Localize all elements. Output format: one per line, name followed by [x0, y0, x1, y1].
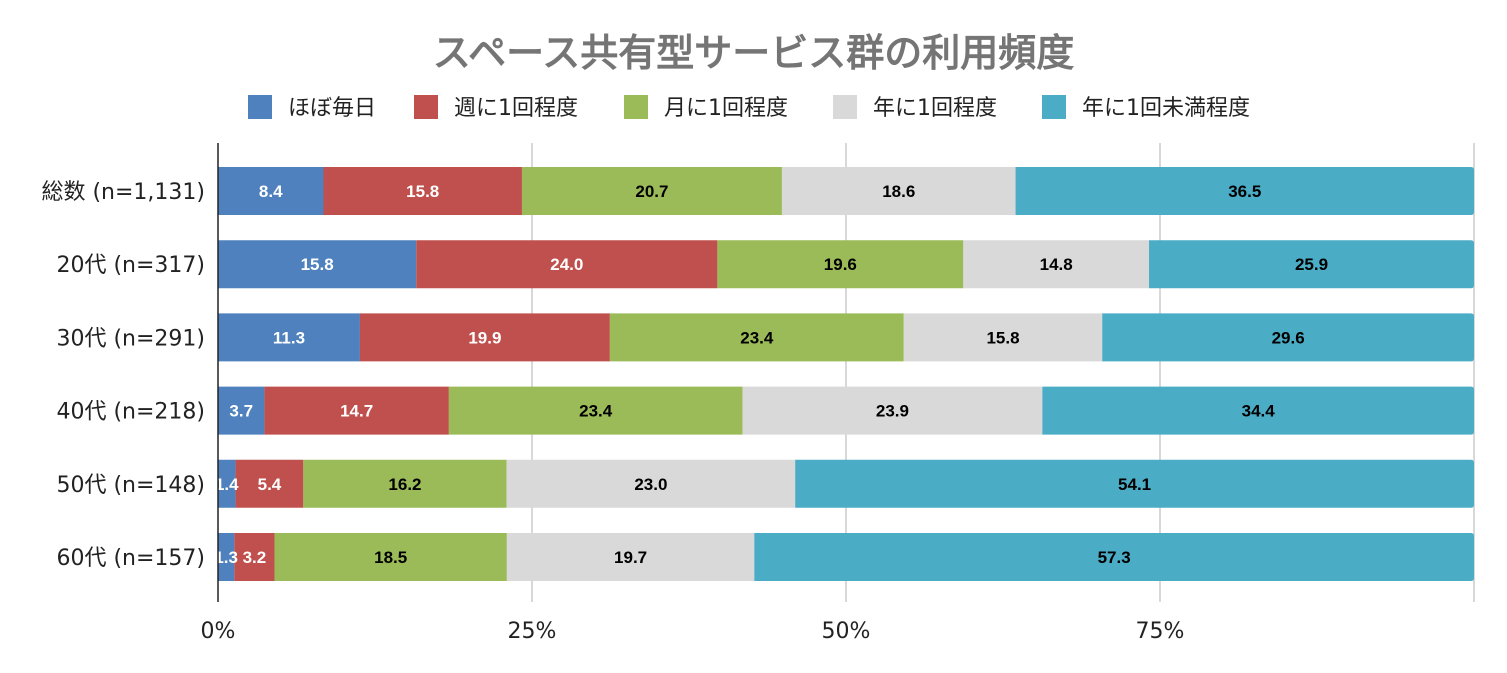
legend-swatch	[833, 95, 857, 119]
data-label: 18.5	[374, 548, 407, 567]
data-label: 5.4	[258, 475, 282, 494]
bar-segment	[506, 533, 755, 581]
data-label: 19.9	[468, 328, 501, 347]
category-label: 総数 (n=1,131)	[41, 180, 205, 205]
data-label: 1.4	[215, 475, 239, 494]
bar-segment	[609, 313, 904, 362]
data-label: 15.8	[406, 182, 439, 201]
bar-segment	[717, 240, 964, 289]
bar-segment	[1042, 386, 1474, 435]
legend-item: 週に1回程度	[414, 95, 578, 121]
category-label: 60代 (n=157)	[56, 546, 205, 571]
data-label: 14.8	[1040, 255, 1073, 274]
bar-labels: 8.4 15.8 20.7 18.6 36.5 15.8 24.0 19.6 14.8 25.9 1…	[214, 182, 1328, 567]
bar-segment	[506, 459, 796, 508]
bars	[218, 167, 1474, 581]
bar-segment	[448, 386, 743, 435]
x-tick-label: 25%	[508, 619, 557, 644]
bar-segment	[781, 167, 1016, 215]
category-label: 20代 (n=317)	[56, 253, 205, 278]
x-axis-ticks: 0% 25% 50% 75%	[201, 619, 1185, 644]
bar-segment	[235, 459, 304, 508]
data-label: 19.7	[614, 548, 647, 567]
data-label: 23.9	[876, 402, 909, 421]
legend-item: 月に1回程度	[624, 95, 788, 121]
bar-segment	[274, 533, 507, 581]
bar-segment	[218, 167, 324, 215]
bar-segment	[1149, 240, 1474, 289]
data-label: 11.3	[273, 328, 305, 347]
chart-title: スペース共有型サービス群の利用頻度	[433, 31, 1074, 75]
x-tick-label: 75%	[1136, 619, 1185, 644]
bar-segment	[218, 459, 236, 508]
data-label: 57.3	[1098, 548, 1131, 567]
bar-segment	[323, 167, 522, 215]
bar-segment	[303, 459, 507, 508]
legend-swatch	[624, 95, 648, 119]
legend-item: ほぼ毎日	[248, 95, 376, 121]
data-label: 23.4	[740, 328, 774, 347]
bar-segment	[521, 167, 782, 215]
bar-segment	[218, 386, 265, 435]
data-label: 29.6	[1272, 328, 1305, 347]
legend-label: ほぼ毎日	[288, 96, 376, 121]
legend-swatch	[248, 95, 272, 119]
category-labels: 総数 (n=1,131) 20代 (n=317) 30代 (n=291) 40代 (n…	[41, 180, 205, 571]
legend-swatch	[1042, 95, 1066, 119]
legend-swatch	[414, 95, 438, 119]
data-label: 14.7	[340, 402, 373, 421]
bar-segment	[218, 313, 360, 362]
data-label: 23.4	[579, 402, 613, 421]
legend-item: 年に1回程度	[833, 95, 997, 121]
legend: ほぼ毎日 週に1回程度 月に1回程度 年に1回程度 年に1回未満程度	[248, 95, 1250, 121]
legend-label: 月に1回程度	[664, 96, 788, 121]
data-label: 16.2	[388, 475, 421, 494]
data-label: 23.0	[634, 475, 667, 494]
x-tick-label: 0%	[201, 619, 236, 644]
data-label: 25.9	[1295, 255, 1328, 274]
category-label: 50代 (n=148)	[56, 473, 205, 498]
data-label: 1.3	[214, 548, 238, 567]
bar-segment	[218, 240, 417, 289]
bar-segment	[264, 386, 449, 435]
category-label: 30代 (n=291)	[56, 326, 205, 351]
gridlines	[531, 143, 1475, 602]
data-label: 15.8	[301, 255, 334, 274]
data-label: 24.0	[550, 255, 583, 274]
category-label: 40代 (n=218)	[56, 400, 205, 425]
data-label: 36.5	[1228, 182, 1261, 201]
data-label: 20.7	[635, 182, 668, 201]
bar-segment	[963, 240, 1150, 289]
x-tick-label: 50%	[822, 619, 871, 644]
data-label: 3.7	[229, 402, 253, 421]
bar-segment	[742, 386, 1043, 435]
bar-segment	[416, 240, 718, 289]
data-label: 34.4	[1242, 402, 1276, 421]
data-label: 54.1	[1118, 475, 1151, 494]
data-label: 3.2	[243, 548, 267, 567]
bar-segment	[1015, 167, 1474, 215]
bar-segment	[218, 533, 235, 581]
legend-label: 週に1回程度	[454, 96, 578, 121]
bar-segment	[234, 533, 275, 581]
legend-item: 年に1回未満程度	[1042, 95, 1250, 121]
legend-label: 年に1回程度	[873, 96, 997, 121]
data-label: 18.6	[882, 182, 915, 201]
bar-segment	[795, 459, 1474, 508]
data-label: 15.8	[986, 328, 1019, 347]
bar-segment	[903, 313, 1103, 362]
data-label: 8.4	[259, 182, 283, 201]
bar-segment	[359, 313, 610, 362]
data-label: 19.6	[824, 255, 857, 274]
bar-segment	[1102, 313, 1474, 362]
legend-label: 年に1回未満程度	[1082, 96, 1250, 121]
bar-segment	[754, 533, 1474, 581]
